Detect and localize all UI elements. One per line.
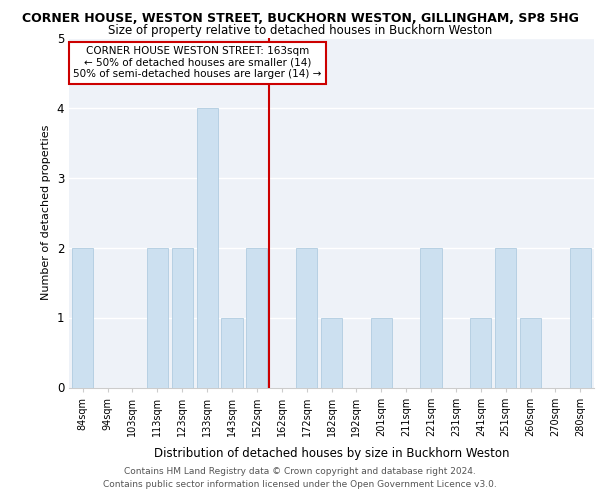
- Bar: [246, 248, 268, 388]
- Text: Size of property relative to detached houses in Buckhorn Weston: Size of property relative to detached ho…: [108, 24, 492, 37]
- Bar: [147, 248, 168, 388]
- Text: CORNER HOUSE, WESTON STREET, BUCKHORN WESTON, GILLINGHAM, SP8 5HG: CORNER HOUSE, WESTON STREET, BUCKHORN WE…: [22, 12, 578, 26]
- Bar: [570, 248, 591, 388]
- Bar: [197, 108, 218, 388]
- X-axis label: Distribution of detached houses by size in Buckhorn Weston: Distribution of detached houses by size …: [154, 447, 509, 460]
- Bar: [296, 248, 317, 388]
- Bar: [421, 248, 442, 388]
- Text: CORNER HOUSE WESTON STREET: 163sqm
← 50% of detached houses are smaller (14)
50%: CORNER HOUSE WESTON STREET: 163sqm ← 50%…: [73, 46, 322, 80]
- Bar: [172, 248, 193, 388]
- Text: Contains HM Land Registry data © Crown copyright and database right 2024.
Contai: Contains HM Land Registry data © Crown c…: [103, 468, 497, 489]
- Bar: [321, 318, 342, 388]
- Bar: [371, 318, 392, 388]
- Bar: [221, 318, 242, 388]
- Bar: [72, 248, 93, 388]
- Bar: [520, 318, 541, 388]
- Y-axis label: Number of detached properties: Number of detached properties: [41, 125, 51, 300]
- Bar: [470, 318, 491, 388]
- Bar: [495, 248, 516, 388]
